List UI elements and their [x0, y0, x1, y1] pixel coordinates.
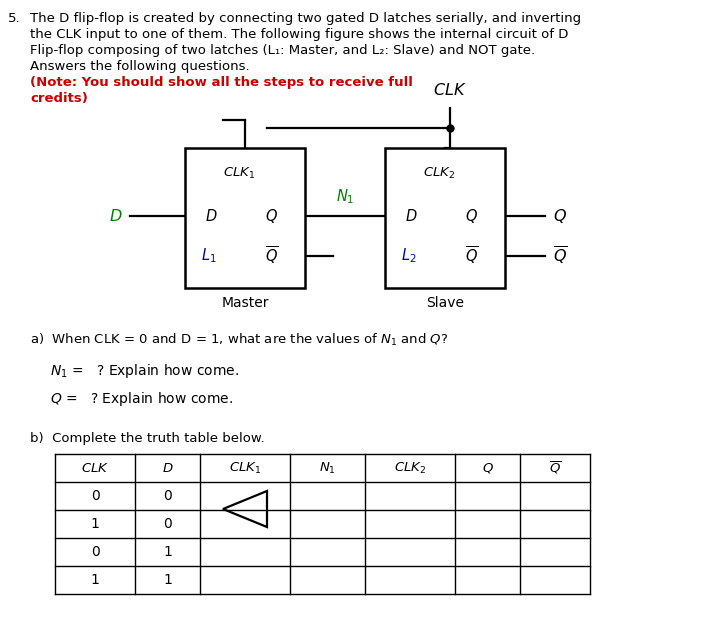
Text: $\mathit{D}$: $\mathit{D}$	[109, 208, 123, 224]
Bar	[385, 148, 505, 288]
Text: $\mathit{L}_1$: $\mathit{L}_1$	[201, 247, 217, 265]
Text: $\mathit{CLK}_2$: $\mathit{CLK}_2$	[423, 166, 455, 181]
Text: (Note: You should show all the steps to receive full: (Note: You should show all the steps to …	[30, 76, 413, 89]
Text: $\mathit{CLK}$: $\mathit{CLK}$	[433, 82, 467, 98]
Bar	[185, 148, 305, 288]
Text: $\mathit{CLK}_1$: $\mathit{CLK}_1$	[223, 166, 255, 181]
Text: Answers the following questions.: Answers the following questions.	[30, 60, 254, 73]
Text: The D flip-flop is created by connecting two gated D latches serially, and inver: The D flip-flop is created by connecting…	[30, 12, 581, 25]
Text: $\mathit{CLK}_1$: $\mathit{CLK}_1$	[229, 460, 261, 476]
Text: $\mathit{Q}$: $\mathit{Q}$	[265, 207, 278, 225]
Text: 0: 0	[163, 489, 172, 503]
Text: $\mathit{N}_1$: $\mathit{N}_1$	[336, 187, 354, 206]
Text: 5.: 5.	[8, 12, 20, 25]
Text: 0: 0	[90, 489, 100, 503]
Text: Master: Master	[222, 296, 268, 310]
Text: 1: 1	[90, 517, 100, 531]
Text: $\mathit{CLK}$: $\mathit{CLK}$	[81, 462, 109, 474]
Text: $\mathit{Q}$ =   ? Explain how come.: $\mathit{Q}$ = ? Explain how come.	[50, 390, 233, 408]
Text: 1: 1	[163, 573, 172, 587]
Text: $\overline{\mathit{Q}}$: $\overline{\mathit{Q}}$	[553, 245, 568, 267]
Text: $\mathit{CLK}_2$: $\mathit{CLK}_2$	[394, 460, 426, 476]
Text: $\overline{\mathit{Q}}$: $\overline{\mathit{Q}}$	[265, 245, 278, 267]
Text: $\mathit{D}$: $\mathit{D}$	[405, 208, 418, 224]
Text: $\mathit{Q}$: $\mathit{Q}$	[553, 207, 567, 225]
Text: $\overline{\mathit{Q}}$: $\overline{\mathit{Q}}$	[549, 460, 562, 476]
Text: $\mathit{Q}$: $\mathit{Q}$	[482, 461, 494, 475]
Text: 1: 1	[163, 545, 172, 559]
Text: $\mathit{L}_2$: $\mathit{L}_2$	[401, 247, 417, 265]
Text: $\mathit{D}$: $\mathit{D}$	[162, 462, 173, 474]
Text: $\mathit{Q}$: $\mathit{Q}$	[465, 207, 478, 225]
Text: Slave: Slave	[426, 296, 464, 310]
Text: 0: 0	[90, 545, 100, 559]
Text: $\mathit{D}$: $\mathit{D}$	[205, 208, 218, 224]
Text: 1: 1	[90, 573, 100, 587]
Text: 0: 0	[163, 517, 172, 531]
Text: Flip-flop composing of two latches (L₁: Master, and L₂: Slave) and NOT gate.: Flip-flop composing of two latches (L₁: …	[30, 44, 535, 57]
Text: a)  When CLK = 0 and D = 1, what are the values of $\mathit{N}_1$ and $\mathit{Q: a) When CLK = 0 and D = 1, what are the …	[30, 332, 448, 348]
Text: b)  Complete the truth table below.: b) Complete the truth table below.	[30, 432, 264, 445]
Text: the CLK input to one of them. The following figure shows the internal circuit of: the CLK input to one of them. The follow…	[30, 28, 569, 41]
Text: credits): credits)	[30, 92, 88, 105]
Text: $\overline{\mathit{Q}}$: $\overline{\mathit{Q}}$	[465, 245, 478, 267]
Text: $\mathit{N}_1$: $\mathit{N}_1$	[319, 460, 336, 476]
Text: $\mathit{N}_1$ =   ? Explain how come.: $\mathit{N}_1$ = ? Explain how come.	[50, 362, 239, 380]
